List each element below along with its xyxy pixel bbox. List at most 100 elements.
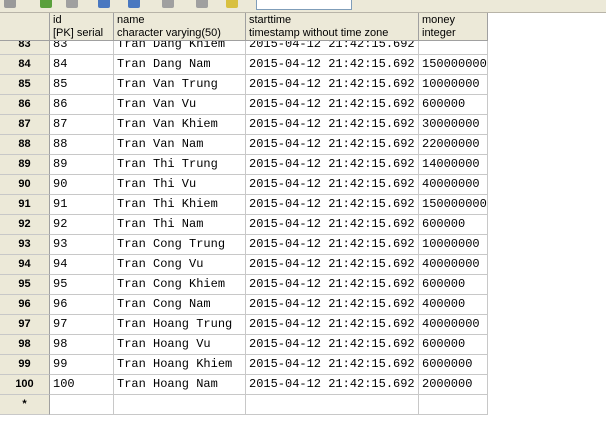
cell[interactable]: 2015-04-12 21:42:15.692 <box>246 55 419 75</box>
cell[interactable]: 400000 <box>419 295 488 315</box>
cell[interactable] <box>246 395 419 415</box>
cell[interactable]: 2015-04-12 21:42:15.692 <box>246 75 419 95</box>
cell[interactable]: Tran Van Nam <box>114 135 246 155</box>
toolbar-icon[interactable] <box>226 0 238 8</box>
row-number[interactable]: 89 <box>0 155 50 175</box>
cell[interactable]: 2015-04-12 21:42:15.692 <box>246 255 419 275</box>
column-header[interactable]: name character varying(50) <box>114 13 246 41</box>
row-number[interactable]: 97 <box>0 315 50 335</box>
cell[interactable]: 150000000 <box>419 195 488 215</box>
cell[interactable]: 91 <box>50 195 114 215</box>
cell[interactable]: 14000000 <box>419 155 488 175</box>
cell[interactable] <box>114 395 246 415</box>
cell[interactable]: 10000000 <box>419 75 488 95</box>
toolbar-icon[interactable] <box>40 0 52 8</box>
toolbar-icon[interactable] <box>196 0 208 8</box>
cell[interactable]: 94 <box>50 255 114 275</box>
toolbar-icon[interactable] <box>4 0 16 8</box>
cell[interactable]: 2015-04-12 21:42:15.692 <box>246 115 419 135</box>
cell[interactable]: 2015-04-12 21:42:15.692 <box>246 175 419 195</box>
row-number[interactable]: 100 <box>0 375 50 395</box>
cell[interactable]: 600000 <box>419 335 488 355</box>
cell[interactable]: 2015-04-12 21:42:15.692 <box>246 275 419 295</box>
row-number[interactable]: 94 <box>0 255 50 275</box>
cell[interactable]: 92 <box>50 215 114 235</box>
cell[interactable]: 96 <box>50 295 114 315</box>
cell[interactable]: 2015-04-12 21:42:15.692 <box>246 95 419 115</box>
cell[interactable]: 2015-04-12 21:42:15.692 <box>246 375 419 395</box>
toolbar-icon[interactable] <box>128 0 140 8</box>
cell[interactable]: 95 <box>50 275 114 295</box>
row-number[interactable]: 84 <box>0 55 50 75</box>
cell[interactable]: 99 <box>50 355 114 375</box>
row-number[interactable]: 91 <box>0 195 50 215</box>
cell[interactable]: 150000000 <box>419 55 488 75</box>
cell[interactable]: 6000000 <box>419 355 488 375</box>
cell[interactable]: 84 <box>50 55 114 75</box>
cell[interactable]: 90 <box>50 175 114 195</box>
cell[interactable]: Tran Hoang Trung <box>114 315 246 335</box>
cell[interactable]: 22000000 <box>419 135 488 155</box>
row-number[interactable]: 87 <box>0 115 50 135</box>
toolbar-icon[interactable] <box>66 0 78 8</box>
cell[interactable]: 98 <box>50 335 114 355</box>
toolbar-icon[interactable] <box>98 0 110 8</box>
cell[interactable]: Tran Thi Nam <box>114 215 246 235</box>
row-limit-dropdown[interactable] <box>256 0 352 10</box>
cell[interactable]: 89 <box>50 155 114 175</box>
cell[interactable]: 600000 <box>419 95 488 115</box>
cell[interactable]: 40000000 <box>419 175 488 195</box>
cell[interactable]: Tran Van Trung <box>114 75 246 95</box>
cell[interactable]: Tran Van Vu <box>114 95 246 115</box>
toolbar-icon[interactable] <box>162 0 174 8</box>
cell[interactable]: 600000 <box>419 215 488 235</box>
row-number[interactable]: 90 <box>0 175 50 195</box>
cell[interactable]: Tran Cong Vu <box>114 255 246 275</box>
cell[interactable]: 2000000 <box>419 375 488 395</box>
column-header[interactable]: id [PK] serial <box>50 13 114 41</box>
cell[interactable]: 2015-04-12 21:42:15.692 <box>246 155 419 175</box>
cell[interactable] <box>50 395 114 415</box>
cell[interactable]: Tran Dang Nam <box>114 55 246 75</box>
cell[interactable]: Tran Thi Vu <box>114 175 246 195</box>
cell[interactable]: Tran Thi Khiem <box>114 195 246 215</box>
row-number[interactable]: 92 <box>0 215 50 235</box>
cell[interactable]: 97 <box>50 315 114 335</box>
cell[interactable]: 100 <box>50 375 114 395</box>
cell[interactable]: 93 <box>50 235 114 255</box>
cell[interactable]: 87 <box>50 115 114 135</box>
cell[interactable]: Tran Hoang Khiem <box>114 355 246 375</box>
cell[interactable]: 2015-04-12 21:42:15.692 <box>246 295 419 315</box>
cell[interactable]: 2015-04-12 21:42:15.692 <box>246 195 419 215</box>
cell[interactable]: Tran Cong Khiem <box>114 275 246 295</box>
cell[interactable]: Tran Van Khiem <box>114 115 246 135</box>
cell[interactable]: Tran Cong Trung <box>114 235 246 255</box>
row-number[interactable]: 99 <box>0 355 50 375</box>
row-number[interactable]: 96 <box>0 295 50 315</box>
cell[interactable]: 30000000 <box>419 115 488 135</box>
cell[interactable]: 40000000 <box>419 315 488 335</box>
column-header[interactable]: money integer <box>419 13 488 41</box>
cell[interactable]: 2015-04-12 21:42:15.692 <box>246 215 419 235</box>
cell[interactable]: 85 <box>50 75 114 95</box>
cell[interactable]: 2015-04-12 21:42:15.692 <box>246 335 419 355</box>
cell[interactable]: Tran Hoang Nam <box>114 375 246 395</box>
cell[interactable]: 2015-04-12 21:42:15.692 <box>246 315 419 335</box>
column-header[interactable]: starttime timestamp without time zone <box>246 13 419 41</box>
cell[interactable]: 86 <box>50 95 114 115</box>
cell[interactable]: 2015-04-12 21:42:15.692 <box>246 235 419 255</box>
cell[interactable] <box>419 395 488 415</box>
row-number[interactable]: 93 <box>0 235 50 255</box>
cell[interactable]: 88 <box>50 135 114 155</box>
new-row-marker[interactable]: * <box>0 395 50 415</box>
cell[interactable]: 40000000 <box>419 255 488 275</box>
cell[interactable]: Tran Thi Trung <box>114 155 246 175</box>
cell[interactable]: 600000 <box>419 275 488 295</box>
cell[interactable]: Tran Hoang Vu <box>114 335 246 355</box>
cell[interactable]: 2015-04-12 21:42:15.692 <box>246 355 419 375</box>
row-number[interactable]: 85 <box>0 75 50 95</box>
row-number[interactable]: 88 <box>0 135 50 155</box>
cell[interactable]: 10000000 <box>419 235 488 255</box>
row-number[interactable]: 86 <box>0 95 50 115</box>
row-number[interactable]: 98 <box>0 335 50 355</box>
